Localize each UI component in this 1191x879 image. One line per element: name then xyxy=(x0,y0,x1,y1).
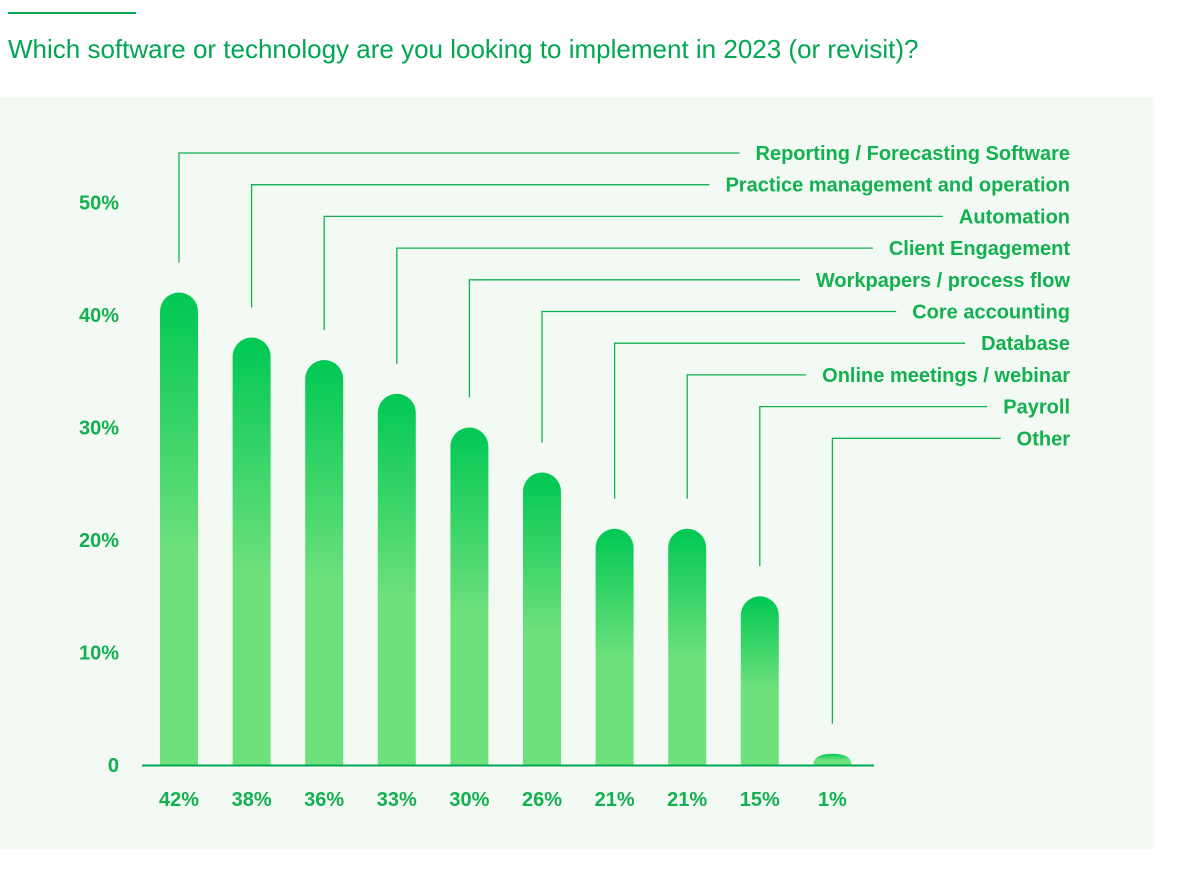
value-label: 30% xyxy=(449,789,489,811)
category-label: Client Engagement xyxy=(889,238,1070,260)
value-label: 26% xyxy=(522,789,562,811)
value-label: 15% xyxy=(740,789,780,811)
leader-line xyxy=(686,374,807,499)
bar xyxy=(305,360,344,765)
leader-line xyxy=(468,279,800,398)
category-label: Payroll xyxy=(1003,397,1070,419)
leader-line xyxy=(396,247,873,364)
leader-line xyxy=(250,184,710,308)
leader-line xyxy=(759,405,988,567)
value-label: 33% xyxy=(377,789,417,811)
leader-line xyxy=(613,342,966,499)
bar xyxy=(523,472,561,765)
category-label: Practice management and operation xyxy=(725,175,1070,197)
value-label: 1% xyxy=(818,789,847,811)
category-label: Core accounting xyxy=(912,302,1070,324)
leader-line xyxy=(831,437,1001,724)
value-label: 21% xyxy=(667,789,707,811)
bar-chart: 0 10% 20% 30% 40% 50% 42% 38% 36% 33% 30% 26% 21% 21… xyxy=(79,143,1071,811)
y-tick-label: 30% xyxy=(79,418,119,440)
bar xyxy=(740,596,779,765)
leader-line xyxy=(323,215,943,330)
bar xyxy=(160,292,198,765)
bar xyxy=(668,528,707,765)
leader-line xyxy=(178,152,740,263)
category-label: Workpapers / process flow xyxy=(816,270,1071,292)
bar xyxy=(595,528,634,765)
y-tick-label: 20% xyxy=(79,530,119,552)
category-label: Other xyxy=(1017,428,1071,450)
top-rule xyxy=(8,12,136,14)
chart-title: Which software or technology are you loo… xyxy=(8,34,919,64)
bar xyxy=(813,753,852,765)
value-label: 42% xyxy=(159,789,199,811)
y-tick-label: 40% xyxy=(79,305,119,327)
category-label: Automation xyxy=(959,206,1070,228)
category-label: Database xyxy=(981,333,1070,355)
value-label: 38% xyxy=(232,789,272,811)
bar xyxy=(377,393,416,765)
y-tick-label: 10% xyxy=(79,643,119,665)
y-tick-label: 0 xyxy=(108,755,119,777)
value-label: 36% xyxy=(304,789,344,811)
chart-panel: 0 10% 20% 30% 40% 50% 42% 38% 36% 33% 30% 26% 21% 21… xyxy=(0,97,1154,849)
bar xyxy=(232,337,271,765)
value-label: 21% xyxy=(595,789,635,811)
y-tick-label: 50% xyxy=(79,193,119,215)
bar xyxy=(450,427,489,765)
category-label: Online meetings / webinar xyxy=(822,365,1070,387)
category-label: Reporting / Forecasting Software xyxy=(756,143,1070,165)
leader-line xyxy=(541,310,897,443)
